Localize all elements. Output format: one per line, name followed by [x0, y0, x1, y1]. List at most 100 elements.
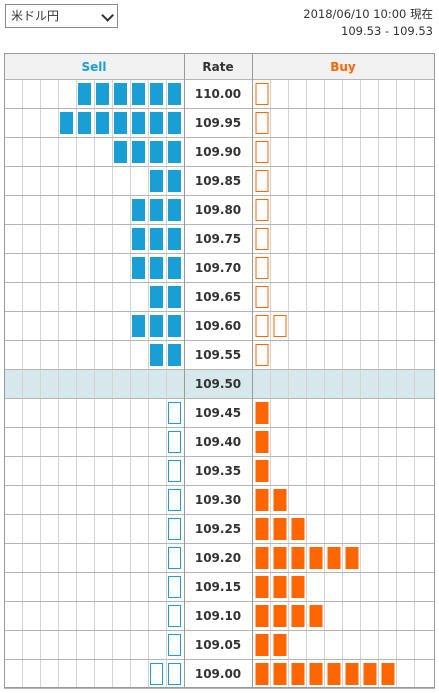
buy-order-outline-block[interactable]: [255, 141, 269, 163]
sell-order-block[interactable]: [132, 112, 145, 134]
sell-order-block[interactable]: [150, 199, 163, 221]
sell-order-outline-block[interactable]: [168, 576, 181, 598]
sell-order-outline-block[interactable]: [168, 547, 181, 569]
buy-order-outline-block[interactable]: [255, 344, 269, 366]
buy-order-block[interactable]: [327, 547, 341, 569]
buy-order-block[interactable]: [309, 547, 323, 569]
buy-order-block[interactable]: [255, 663, 269, 685]
buy-order-block[interactable]: [273, 663, 287, 685]
sell-order-block[interactable]: [78, 83, 91, 105]
sell-order-block[interactable]: [78, 112, 91, 134]
buy-order-outline-block[interactable]: [255, 286, 269, 308]
sell-order-block[interactable]: [96, 112, 109, 134]
sell-order-block[interactable]: [168, 344, 181, 366]
order-book-board: Sell Rate Buy 110.00 109.95 109.90 109.85 109.8…: [4, 53, 435, 689]
sell-order-block[interactable]: [150, 170, 163, 192]
sell-order-block[interactable]: [150, 344, 163, 366]
sell-order-block[interactable]: [114, 141, 127, 163]
sell-order-outline-block[interactable]: [168, 489, 181, 511]
sell-order-block[interactable]: [168, 228, 181, 250]
buy-order-block[interactable]: [255, 605, 269, 627]
buy-order-outline-block[interactable]: [255, 228, 269, 250]
sell-order-block[interactable]: [132, 83, 145, 105]
sell-order-outline-block[interactable]: [168, 402, 181, 424]
sell-order-block[interactable]: [168, 170, 181, 192]
sell-order-block[interactable]: [150, 112, 163, 134]
buy-order-block[interactable]: [255, 460, 269, 482]
buy-order-outline-block[interactable]: [255, 112, 269, 134]
buy-order-block[interactable]: [273, 634, 287, 656]
buy-order-block[interactable]: [273, 518, 287, 540]
rate-column-header: Rate: [202, 60, 233, 74]
sell-order-block[interactable]: [168, 199, 181, 221]
buy-order-block[interactable]: [291, 605, 305, 627]
sell-order-outline-block[interactable]: [168, 431, 181, 453]
buy-order-block[interactable]: [255, 634, 269, 656]
currency-pair-value: 米ドル円: [11, 9, 60, 23]
buy-order-block[interactable]: [255, 576, 269, 598]
sell-order-block[interactable]: [132, 199, 145, 221]
buy-order-block[interactable]: [309, 605, 323, 627]
sell-order-block[interactable]: [150, 257, 163, 279]
buy-order-block[interactable]: [255, 547, 269, 569]
sell-order-outline-block[interactable]: [168, 518, 181, 540]
rate-value: 109.60: [195, 319, 241, 333]
sell-order-block[interactable]: [150, 228, 163, 250]
buy-order-block[interactable]: [273, 576, 287, 598]
rate-value: 109.35: [195, 464, 241, 478]
buy-order-block[interactable]: [291, 547, 305, 569]
buy-order-block[interactable]: [291, 576, 305, 598]
sell-order-block[interactable]: [132, 257, 145, 279]
buy-order-block[interactable]: [273, 605, 287, 627]
buy-order-block[interactable]: [363, 663, 377, 685]
buy-order-block[interactable]: [291, 663, 305, 685]
sell-order-outline-block[interactable]: [150, 663, 163, 685]
buy-order-block[interactable]: [273, 489, 287, 511]
buy-order-block[interactable]: [345, 663, 359, 685]
sell-order-outline-block[interactable]: [168, 663, 181, 685]
sell-order-block[interactable]: [168, 286, 181, 308]
buy-order-block[interactable]: [309, 663, 323, 685]
buy-order-block[interactable]: [327, 663, 341, 685]
buy-order-block[interactable]: [255, 402, 269, 424]
rate-value: 109.45: [195, 406, 241, 420]
sell-order-block[interactable]: [168, 83, 181, 105]
sell-order-outline-block[interactable]: [168, 605, 181, 627]
sell-order-block[interactable]: [150, 315, 163, 337]
buy-order-block[interactable]: [273, 547, 287, 569]
buy-order-block[interactable]: [255, 489, 269, 511]
currency-pair-select[interactable]: 米ドル円: [5, 4, 118, 28]
buy-order-outline-block[interactable]: [273, 315, 287, 337]
sell-order-block[interactable]: [168, 257, 181, 279]
quote-label: 109.53 - 109.53: [341, 24, 433, 38]
buy-order-block[interactable]: [381, 663, 395, 685]
sell-order-block[interactable]: [114, 83, 127, 105]
buy-order-outline-block[interactable]: [255, 315, 269, 337]
rate-value: 109.55: [195, 348, 241, 362]
sell-order-block[interactable]: [168, 112, 181, 134]
buy-order-outline-block[interactable]: [255, 83, 269, 105]
buy-order-block[interactable]: [255, 431, 269, 453]
buy-column-header: Buy: [330, 60, 356, 74]
sell-order-block[interactable]: [114, 112, 127, 134]
buy-order-block[interactable]: [255, 518, 269, 540]
sell-order-block[interactable]: [96, 83, 109, 105]
sell-order-block[interactable]: [60, 112, 73, 134]
buy-order-block[interactable]: [291, 518, 305, 540]
sell-order-outline-block[interactable]: [168, 460, 181, 482]
sell-order-block[interactable]: [150, 141, 163, 163]
sell-order-block[interactable]: [150, 286, 163, 308]
buy-order-block[interactable]: [345, 547, 359, 569]
buy-order-outline-block[interactable]: [255, 170, 269, 192]
sell-order-outline-block[interactable]: [168, 634, 181, 656]
sell-order-block[interactable]: [132, 141, 145, 163]
sell-order-block[interactable]: [150, 83, 163, 105]
sell-order-block[interactable]: [168, 315, 181, 337]
buy-order-outline-block[interactable]: [255, 257, 269, 279]
sell-order-block[interactable]: [132, 228, 145, 250]
rate-value: 109.00: [195, 667, 241, 681]
rate-value: 109.85: [195, 174, 241, 188]
sell-order-block[interactable]: [168, 141, 181, 163]
buy-order-outline-block[interactable]: [255, 199, 269, 221]
sell-order-block[interactable]: [132, 315, 145, 337]
